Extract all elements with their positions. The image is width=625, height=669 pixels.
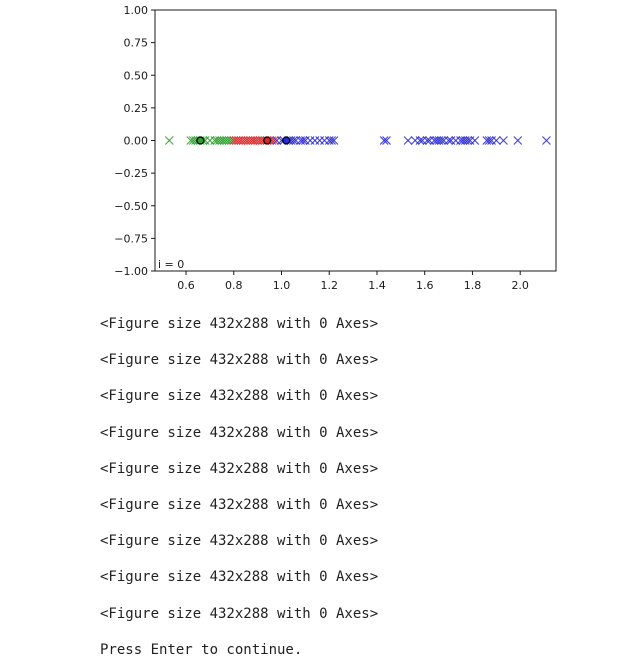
y-tick-label: 0.00 <box>124 135 149 148</box>
data-point <box>269 136 279 145</box>
y-tick-label: 0.50 <box>124 69 149 82</box>
figure-output-line: <Figure size 432x288 with 0 Axes> <box>100 424 379 441</box>
data-point <box>499 136 508 145</box>
data-point <box>484 136 494 145</box>
y-tick-label: −1.00 <box>114 265 148 278</box>
y-axis: 1.00 0.75 0.50 0.25 0.00 −0.25 −0.50 −0.75 −1.00 <box>114 4 155 278</box>
figure-output-line: <Figure size 432x288 with 0 Axes> <box>100 533 379 550</box>
data-point <box>491 136 501 145</box>
x-tick-label: 1.6 <box>416 279 434 292</box>
data-point <box>513 136 523 145</box>
data-point <box>422 136 432 145</box>
data-point <box>444 136 454 145</box>
x-tick-label: 1.4 <box>368 279 386 292</box>
data-point <box>403 136 413 145</box>
x-tick-label: 0.6 <box>177 279 195 292</box>
figure-output-line: <Figure size 432x288 with 0 Axes> <box>100 352 379 369</box>
x-tick-label: 0.8 <box>225 279 243 292</box>
x-tick-label: 2.0 <box>511 279 529 292</box>
data-point <box>379 136 389 145</box>
continue-prompt: Press Enter to continue. <box>100 641 303 658</box>
centroid-marker <box>196 136 205 145</box>
figure-output-line: <Figure size 432x288 with 0 Axes> <box>100 460 379 477</box>
figure-output-line: <Figure size 432x288 with 0 Axes> <box>100 388 379 405</box>
data-point <box>437 136 446 145</box>
y-tick-label: −0.25 <box>114 167 148 180</box>
centroid-marker <box>282 136 291 145</box>
figure-output-line: <Figure size 432x288 with 0 Axes> <box>100 605 379 622</box>
data-point <box>298 136 308 145</box>
iteration-annotation: i = 0 <box>158 258 184 271</box>
y-tick-label: 0.75 <box>124 37 149 50</box>
data-point <box>327 136 337 145</box>
figure-output-line: <Figure size 432x288 with 0 Axes> <box>100 316 379 332</box>
x-tick-label: 1.0 <box>273 279 291 292</box>
data-point <box>164 136 174 145</box>
data-point <box>542 136 551 145</box>
data-point <box>289 136 298 145</box>
x-tick-label: 1.8 <box>464 279 482 292</box>
y-tick-label: −0.75 <box>114 232 148 245</box>
x-tick-label: 1.2 <box>320 279 338 292</box>
data-point <box>382 136 391 145</box>
y-tick-label: 1.00 <box>124 4 149 17</box>
data-point <box>415 136 425 145</box>
x-axis: 0.6 0.8 1.0 1.2 1.4 1.6 1.8 2.0 <box>177 271 529 292</box>
centroid-markers <box>196 136 291 145</box>
data-point <box>470 136 480 145</box>
y-tick-label: −0.50 <box>114 200 148 213</box>
data-point <box>329 136 339 145</box>
scatter-plot: 1.00 0.75 0.50 0.25 0.00 −0.25 −0.50 −0.75 −1.00… <box>114 4 557 292</box>
data-point <box>463 136 473 145</box>
data-points <box>164 136 551 145</box>
figure-output-line: <Figure size 432x288 with 0 Axes> <box>100 497 379 513</box>
centroid-marker <box>263 136 272 145</box>
y-tick-label: 0.25 <box>124 102 149 115</box>
figure-output-line: <Figure size 432x288 with 0 Axes> <box>100 569 379 586</box>
